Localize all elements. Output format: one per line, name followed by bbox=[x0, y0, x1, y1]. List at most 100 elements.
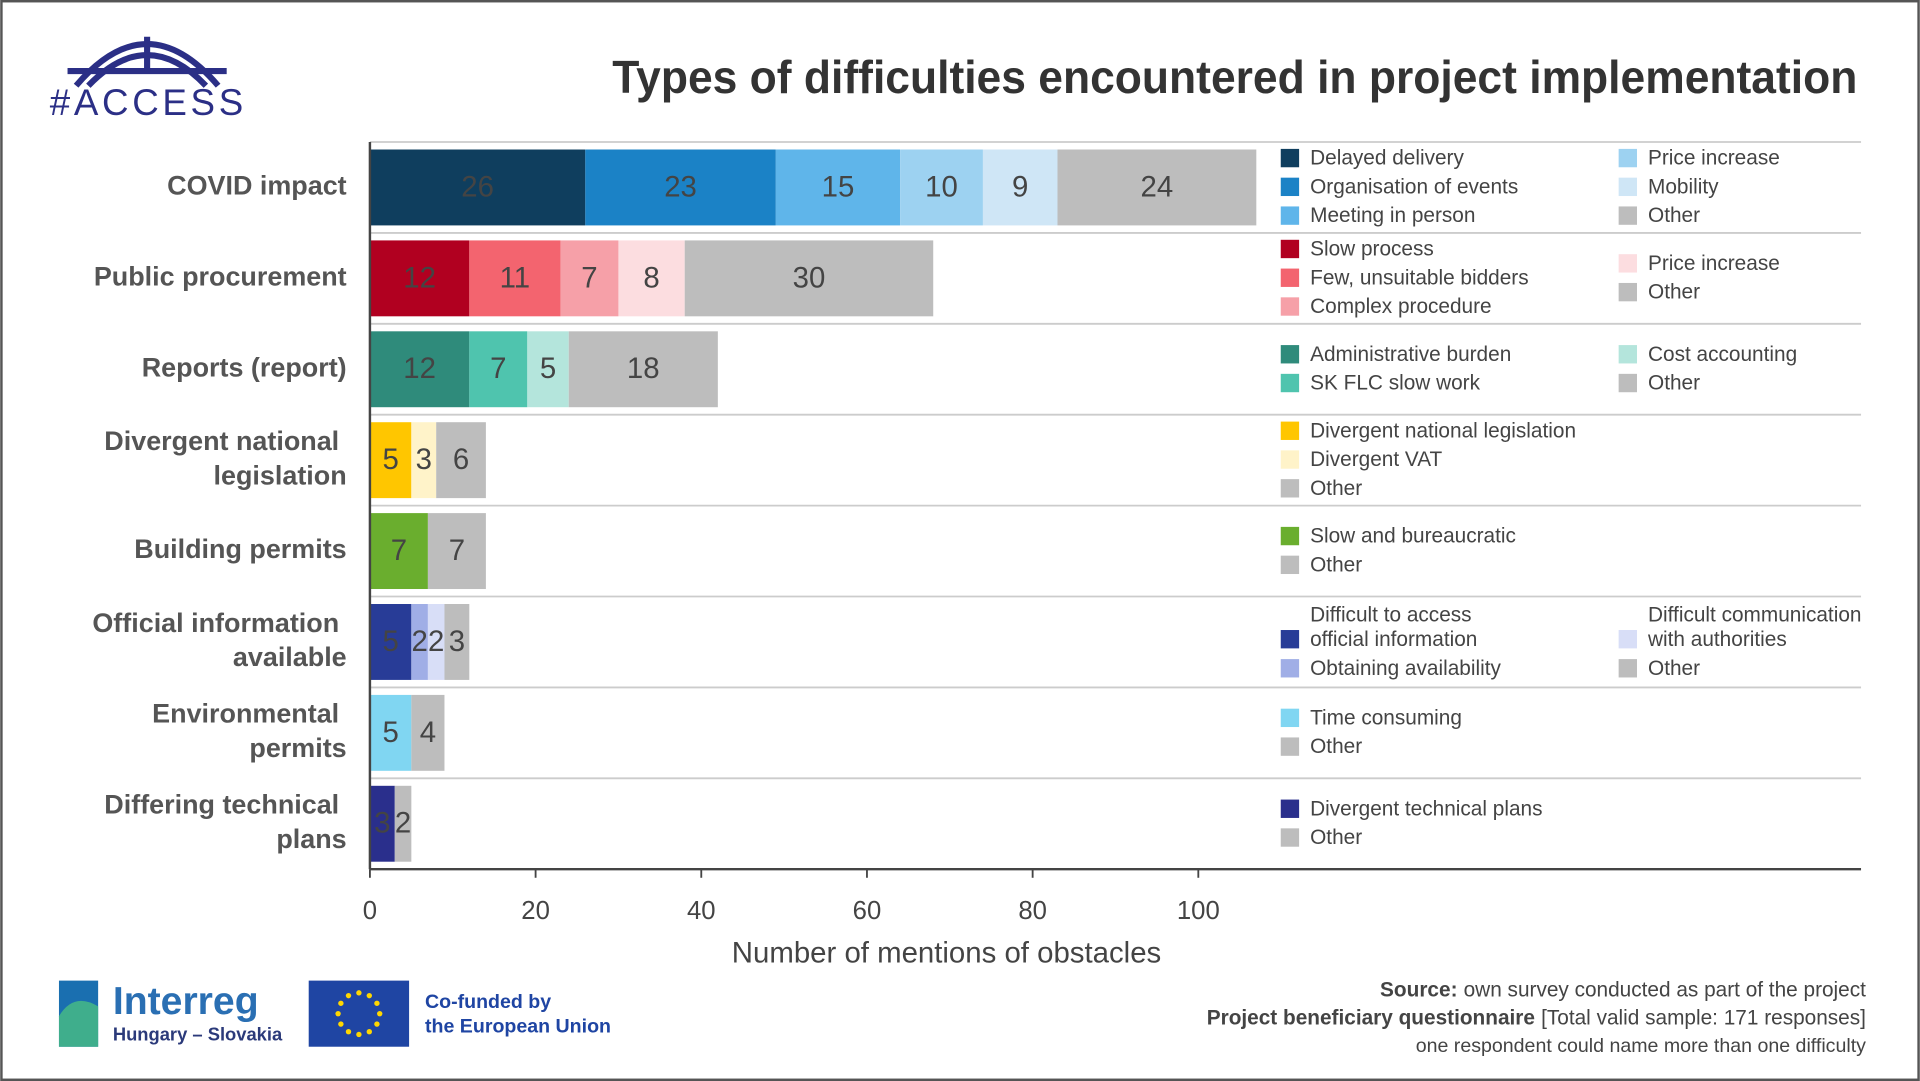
value-label: 5 bbox=[540, 352, 556, 385]
bar-segment bbox=[369, 331, 470, 408]
legend-swatch bbox=[1280, 828, 1300, 847]
value-label: 10 bbox=[925, 170, 958, 203]
value-label: 12 bbox=[403, 352, 436, 385]
legend-swatch bbox=[1280, 421, 1300, 440]
interreg-logo bbox=[58, 980, 99, 1047]
sample-text: [Total valid sample: 171 responses] bbox=[1541, 1006, 1866, 1029]
bar-segment bbox=[560, 240, 619, 317]
value-label: 30 bbox=[793, 261, 826, 294]
legend-swatch bbox=[1618, 254, 1638, 273]
legend-swatch bbox=[1280, 148, 1300, 168]
legend-swatch bbox=[1280, 526, 1300, 546]
value-label: 7 bbox=[490, 352, 506, 385]
value-label: 2 bbox=[428, 625, 444, 658]
legend-label: Other bbox=[1310, 826, 1362, 849]
region-text: Hungary – Slovakia bbox=[113, 1024, 283, 1045]
legend-swatch bbox=[1280, 177, 1300, 197]
value-label: 5 bbox=[382, 443, 398, 476]
legend-label: Other bbox=[1310, 553, 1362, 576]
value-label: 2 bbox=[395, 807, 411, 840]
bar-segment bbox=[411, 604, 428, 680]
legend-label: Other bbox=[1648, 280, 1700, 303]
category-label: Reports (report) bbox=[142, 352, 347, 382]
legend-label: Meeting in person bbox=[1310, 204, 1475, 227]
value-label: 11 bbox=[500, 261, 531, 294]
bar-segment bbox=[369, 785, 395, 862]
bar-segment bbox=[427, 604, 445, 680]
legend-label: Obtaining availability bbox=[1310, 656, 1501, 679]
legend-label: Divergent technical plans bbox=[1310, 797, 1542, 820]
legend-label: Mobility bbox=[1648, 175, 1719, 198]
value-label: 15 bbox=[822, 170, 855, 203]
category-label: Building permits bbox=[134, 534, 346, 564]
legend-swatch bbox=[1618, 177, 1638, 197]
star bbox=[366, 992, 372, 999]
legend-label: Difficult to access official information bbox=[1310, 603, 1477, 650]
legend-swatch bbox=[1280, 450, 1300, 469]
x-axis-label: Number of mentions of obstacles bbox=[732, 937, 1161, 970]
bar-segment bbox=[568, 331, 718, 408]
bar-segment bbox=[369, 240, 470, 317]
value-label: 4 bbox=[420, 716, 436, 749]
bar-segment bbox=[775, 149, 901, 226]
bar-segment bbox=[394, 785, 412, 862]
legend-swatch bbox=[1280, 708, 1300, 728]
value-label: 7 bbox=[449, 534, 465, 567]
bar-segment bbox=[527, 331, 569, 408]
legend-swatch bbox=[1618, 373, 1638, 393]
legend-swatch bbox=[1618, 630, 1638, 649]
value-label: 2 bbox=[411, 625, 427, 658]
bar-segment bbox=[684, 240, 934, 317]
legend-swatch bbox=[1280, 239, 1300, 259]
value-label: 6 bbox=[453, 443, 469, 476]
legend-swatch bbox=[1618, 659, 1638, 678]
legend-label: Other bbox=[1648, 371, 1700, 394]
legend-swatch bbox=[1280, 799, 1300, 818]
legend-swatch bbox=[1618, 282, 1638, 302]
category-label: Differing technical plans bbox=[104, 790, 346, 854]
legend-label: Cost accounting bbox=[1648, 342, 1797, 365]
star bbox=[345, 992, 352, 999]
legend-label: Divergent VAT bbox=[1310, 448, 1442, 471]
category-label: Public procurement bbox=[94, 261, 347, 291]
legend-swatch bbox=[1280, 659, 1300, 678]
value-label: 5 bbox=[382, 625, 398, 658]
legend-label: Price increase bbox=[1648, 146, 1780, 169]
value-label: 3 bbox=[449, 625, 465, 658]
star bbox=[338, 1021, 344, 1027]
bar-segment bbox=[369, 694, 412, 771]
access-text: #ACCESS bbox=[50, 82, 247, 123]
value-label: 23 bbox=[664, 170, 697, 203]
bar-segment bbox=[411, 694, 445, 771]
value-label: 26 bbox=[461, 170, 494, 203]
star bbox=[338, 1000, 344, 1006]
value-label: 18 bbox=[627, 352, 660, 385]
x-tick-label: 0 bbox=[363, 897, 377, 925]
legend-swatch bbox=[1280, 373, 1300, 393]
sample: Project beneficiary questionnaire [Total … bbox=[1207, 1006, 1866, 1029]
category-label: Divergent national legislation bbox=[104, 426, 346, 490]
legend-label: Other bbox=[1310, 735, 1362, 758]
bar-segment bbox=[436, 422, 486, 499]
value-label: 5 bbox=[382, 716, 398, 749]
value-label: 12 bbox=[403, 261, 436, 294]
bar-segment bbox=[585, 149, 776, 226]
value-label: 3 bbox=[374, 807, 390, 840]
value-label: 7 bbox=[391, 534, 407, 567]
bar-segment bbox=[1057, 149, 1257, 226]
interreg-text: Interreg bbox=[113, 980, 259, 1023]
legend-label: Price increase bbox=[1648, 251, 1780, 274]
star bbox=[335, 1010, 341, 1017]
legend-label: Difficult communication with authorities bbox=[1647, 603, 1867, 650]
legend-swatch bbox=[1280, 630, 1300, 649]
legend-label: Other bbox=[1648, 204, 1700, 227]
bar-segment bbox=[411, 422, 437, 499]
sample-label: Project beneficiary questionnaire bbox=[1207, 1006, 1535, 1029]
star bbox=[356, 1031, 362, 1038]
legend-label: Complex procedure bbox=[1310, 295, 1492, 318]
value-label: 9 bbox=[1012, 170, 1028, 203]
star bbox=[356, 990, 362, 996]
note: one respondent could name more than one … bbox=[1416, 1035, 1866, 1057]
